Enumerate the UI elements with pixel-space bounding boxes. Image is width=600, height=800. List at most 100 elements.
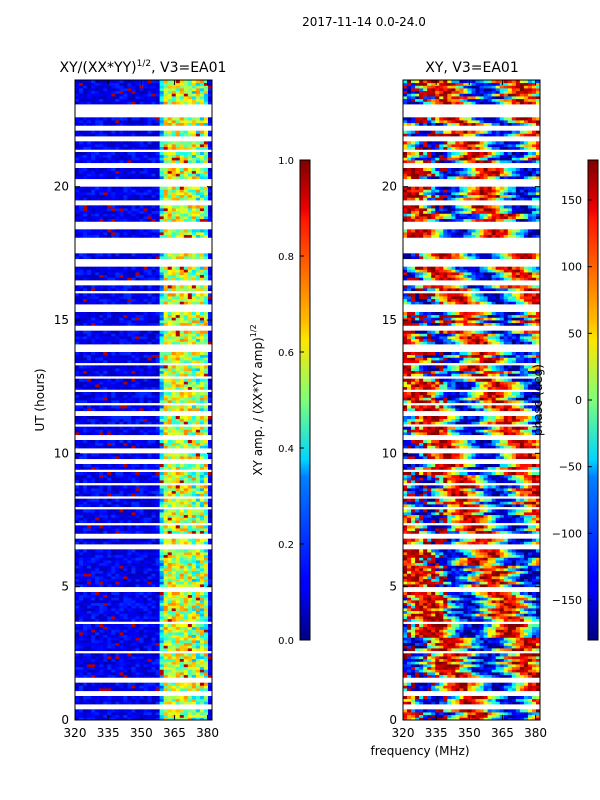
heatmap-cell (79, 442, 84, 446)
heatmap-cell (147, 381, 152, 385)
heatmap-cell (123, 512, 128, 516)
heatmap-cell (143, 370, 148, 374)
heatmap-cell (139, 565, 144, 569)
heatmap-cell (199, 648, 205, 652)
heatmap-cell (127, 554, 132, 558)
heatmap-cell (187, 330, 193, 334)
heatmap-cell (147, 530, 152, 534)
heatmap-cell (131, 581, 136, 585)
heatmap-cell (175, 592, 181, 596)
heatmap-cell (139, 594, 144, 598)
heatmap-cell (79, 584, 84, 588)
heatmap-cell (115, 632, 120, 636)
heatmap-cell (203, 330, 209, 334)
heatmap-cell (163, 682, 169, 686)
heatmap-cell (103, 453, 108, 457)
heatmap-cell (123, 216, 128, 220)
heatmap-cell (91, 688, 96, 692)
heatmap-cell (115, 234, 120, 238)
heatmap-cell (83, 421, 88, 425)
heatmap-cell (107, 528, 112, 532)
heatmap-cell (111, 578, 116, 582)
heatmap-cell (191, 597, 197, 601)
heatmap-cell (175, 453, 181, 457)
heatmap-cell (143, 384, 148, 388)
heatmap-cell (95, 341, 100, 345)
heatmap-cell (183, 525, 189, 529)
heatmap-cell (199, 352, 205, 356)
heatmap-cell (151, 610, 156, 614)
heatmap-cell (87, 272, 92, 276)
heatmap-cell (199, 466, 205, 470)
heatmap-cell (175, 341, 181, 345)
heatmap-cell (115, 269, 120, 273)
heatmap-cell (143, 330, 148, 334)
heatmap-cell (167, 701, 173, 705)
heatmap-cell (167, 176, 173, 180)
heatmap-cell (207, 632, 213, 636)
heatmap-cell (103, 488, 108, 492)
heatmap-cell (135, 488, 140, 492)
heatmap-cell (123, 314, 128, 318)
heatmap-cell (95, 232, 100, 236)
heatmap-cell (83, 640, 88, 644)
heatmap-cell (99, 176, 104, 180)
heatmap-cell (143, 565, 148, 569)
heatmap-cell (207, 685, 213, 689)
heatmap-cell (135, 392, 140, 396)
heatmap-cell (127, 256, 132, 260)
heatmap-cell (119, 624, 124, 628)
heatmap-cell (203, 194, 209, 198)
heatmap-cell (171, 229, 177, 233)
heatmap-cell (183, 394, 189, 398)
heatmap-cell (87, 298, 92, 302)
heatmap-cell (207, 624, 213, 628)
heatmap-cell (155, 608, 161, 612)
heatmap-cell (191, 168, 197, 172)
heatmap-cell (147, 416, 152, 420)
heatmap-cell (147, 421, 152, 425)
heatmap-cell (207, 640, 213, 644)
heatmap-cell (191, 576, 197, 580)
heatmap-cell (103, 464, 108, 468)
heatmap-cell (191, 541, 197, 545)
heatmap-cell (123, 528, 128, 532)
heatmap-cell (111, 229, 116, 233)
heatmap-cell (163, 456, 169, 460)
heatmap-cell (75, 501, 80, 505)
heatmap-cell (83, 322, 88, 326)
heatmap-cell (155, 301, 161, 305)
heatmap-cell (135, 672, 140, 676)
heatmap-cell (83, 432, 88, 436)
heatmap-cell (75, 269, 80, 273)
heatmap-cell (155, 400, 161, 404)
heatmap-cell (147, 565, 152, 569)
heatmap-cell (79, 634, 84, 638)
heatmap-cell (199, 602, 205, 606)
heatmap-cell (87, 573, 92, 577)
heatmap-cell (91, 277, 96, 281)
heatmap-cell (207, 330, 213, 334)
heatmap-cell (191, 701, 197, 705)
heatmap-cell (155, 485, 161, 489)
heatmap-cell (187, 485, 193, 489)
heatmap-cell (195, 456, 201, 460)
heatmap-cell (103, 456, 108, 460)
heatmap-cell (83, 418, 88, 422)
heatmap-cell (143, 472, 148, 476)
heatmap-cell (175, 669, 181, 673)
heatmap-cell (183, 256, 189, 260)
heatmap-cell (187, 368, 193, 372)
heatmap-cell (95, 352, 100, 356)
heatmap-cell (99, 400, 104, 404)
heatmap-cell (151, 442, 156, 446)
heatmap-cell (163, 629, 169, 633)
heatmap-cell (83, 330, 88, 334)
heatmap-cell (123, 602, 128, 606)
heatmap-cell (175, 717, 181, 721)
heatmap-cell (167, 688, 173, 692)
heatmap-cell (191, 453, 197, 457)
heatmap-cell (155, 666, 161, 670)
heatmap-cell (143, 408, 148, 412)
heatmap-cell (191, 573, 197, 577)
